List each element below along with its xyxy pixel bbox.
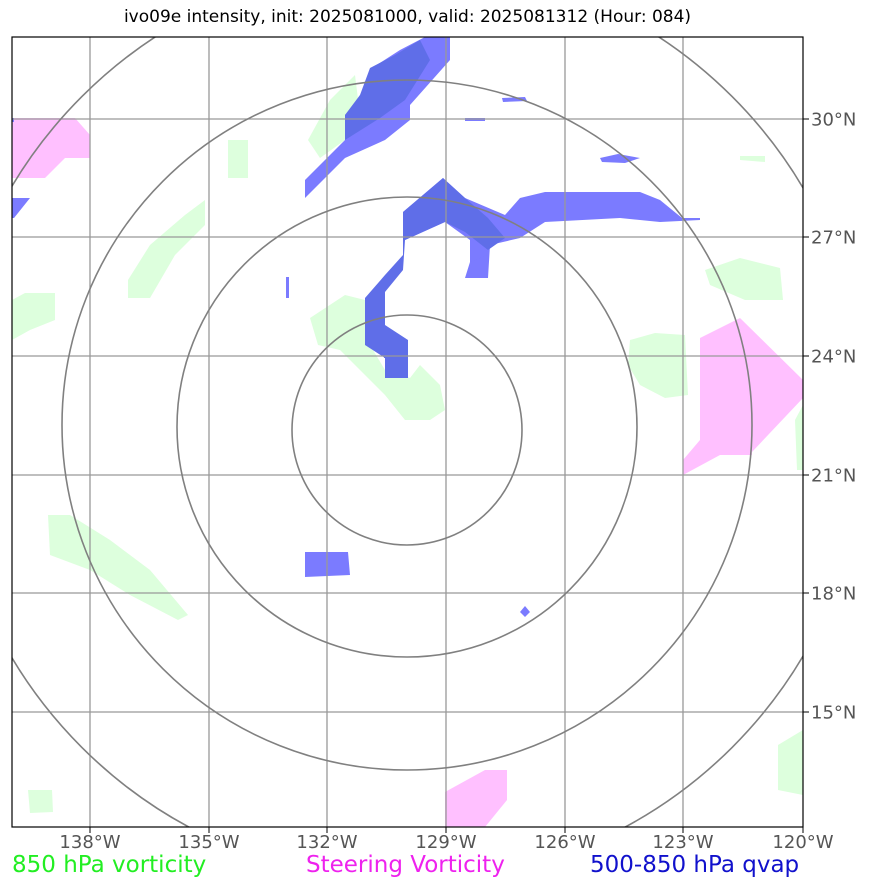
legend-vorticity-850: 850 hPa vorticity	[12, 852, 206, 878]
vorticity-patch	[228, 140, 248, 178]
vorticity-patch	[795, 405, 803, 470]
steering-vorticity-patch	[445, 770, 507, 827]
range-ring-2	[177, 197, 637, 657]
qvap-patch	[384, 335, 387, 358]
vorticity-patch	[48, 515, 188, 620]
qvap-patch	[12, 198, 30, 218]
vorticity-patch	[28, 790, 53, 813]
lon-label: 135°W	[178, 832, 239, 853]
lon-label: 129°W	[415, 832, 476, 853]
vorticity-patch	[128, 200, 205, 298]
graticule	[12, 37, 803, 827]
lat-label: 21°N	[811, 466, 856, 487]
vorticity-patch	[705, 258, 783, 300]
legend-steering-vorticity: Steering Vorticity	[306, 852, 505, 878]
lon-label: 138°W	[59, 832, 120, 853]
steering-vorticity-patch	[683, 318, 803, 475]
qvap-patch	[520, 606, 530, 617]
lon-label: 126°W	[534, 832, 595, 853]
vorticity-patch	[778, 730, 803, 795]
lat-label: 15°N	[811, 703, 856, 724]
lat-label: 18°N	[811, 584, 856, 605]
lat-label: 27°N	[811, 228, 856, 249]
legend-qvap: 500-850 hPa qvap	[590, 852, 799, 878]
qvap-patch	[600, 154, 640, 163]
qvap-patch	[286, 277, 289, 298]
lat-label: 24°N	[811, 347, 856, 368]
vorticity-patch	[628, 333, 688, 398]
vorticity-patch	[740, 156, 765, 162]
lat-label: 30°N	[811, 110, 856, 131]
vorticity-850-fields	[12, 75, 803, 813]
map-frame	[12, 37, 803, 827]
range-ring-3	[62, 80, 752, 770]
lon-label: 120°W	[772, 832, 833, 853]
vorticity-patch	[12, 293, 55, 340]
lon-label: 132°W	[296, 832, 357, 853]
lon-label: 123°W	[652, 832, 713, 853]
